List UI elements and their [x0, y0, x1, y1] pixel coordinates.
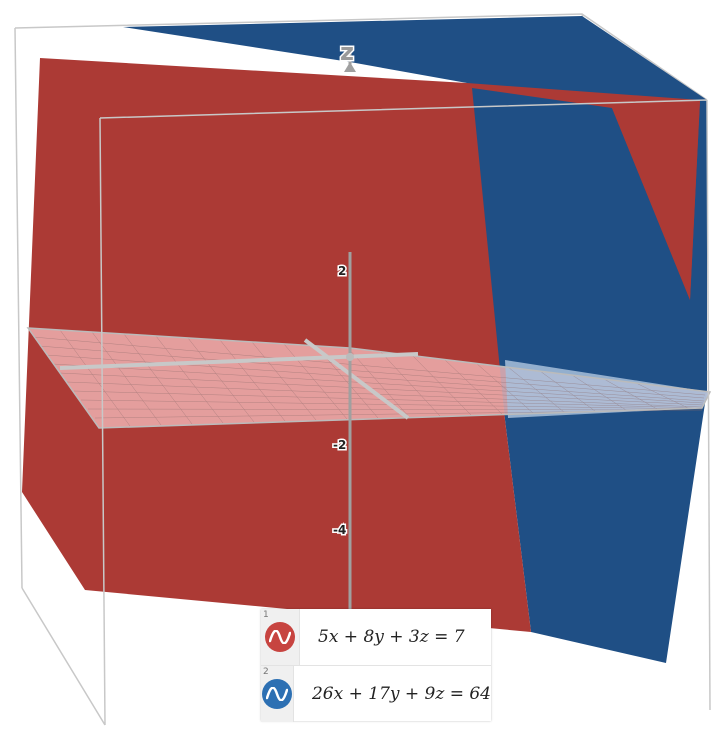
expression-row-2[interactable]: 2 26x + 17y + 9z = 64: [261, 666, 491, 722]
expression-text[interactable]: 26x + 17y + 9z = 64: [311, 684, 491, 704]
xy-plane: [26, 327, 712, 429]
wave-icon[interactable]: [265, 622, 295, 652]
expression-gutter: 2: [261, 666, 294, 722]
tick-label: 2: [338, 264, 346, 278]
expression-row-1[interactable]: 1 5x + 8y + 3z = 7: [261, 609, 491, 666]
wave-icon[interactable]: [261, 679, 292, 709]
tick-label: -2: [333, 438, 346, 452]
plane-2: [123, 16, 707, 663]
expression-index: 1: [263, 610, 269, 620]
expression-text[interactable]: 5x + 8y + 3z = 7: [318, 627, 465, 647]
axes: [59, 52, 419, 610]
bounding-box-front: [21, 99, 711, 726]
expression-index: 2: [263, 667, 269, 677]
expression-list: 1 5x + 8y + 3z = 7 2 26x + 17y + 9z = 64: [261, 609, 491, 722]
expression-gutter: 1: [261, 609, 300, 665]
z-axis-label: z: [340, 38, 354, 66]
plane-1: [22, 58, 700, 632]
tick-label: -4: [333, 523, 346, 537]
